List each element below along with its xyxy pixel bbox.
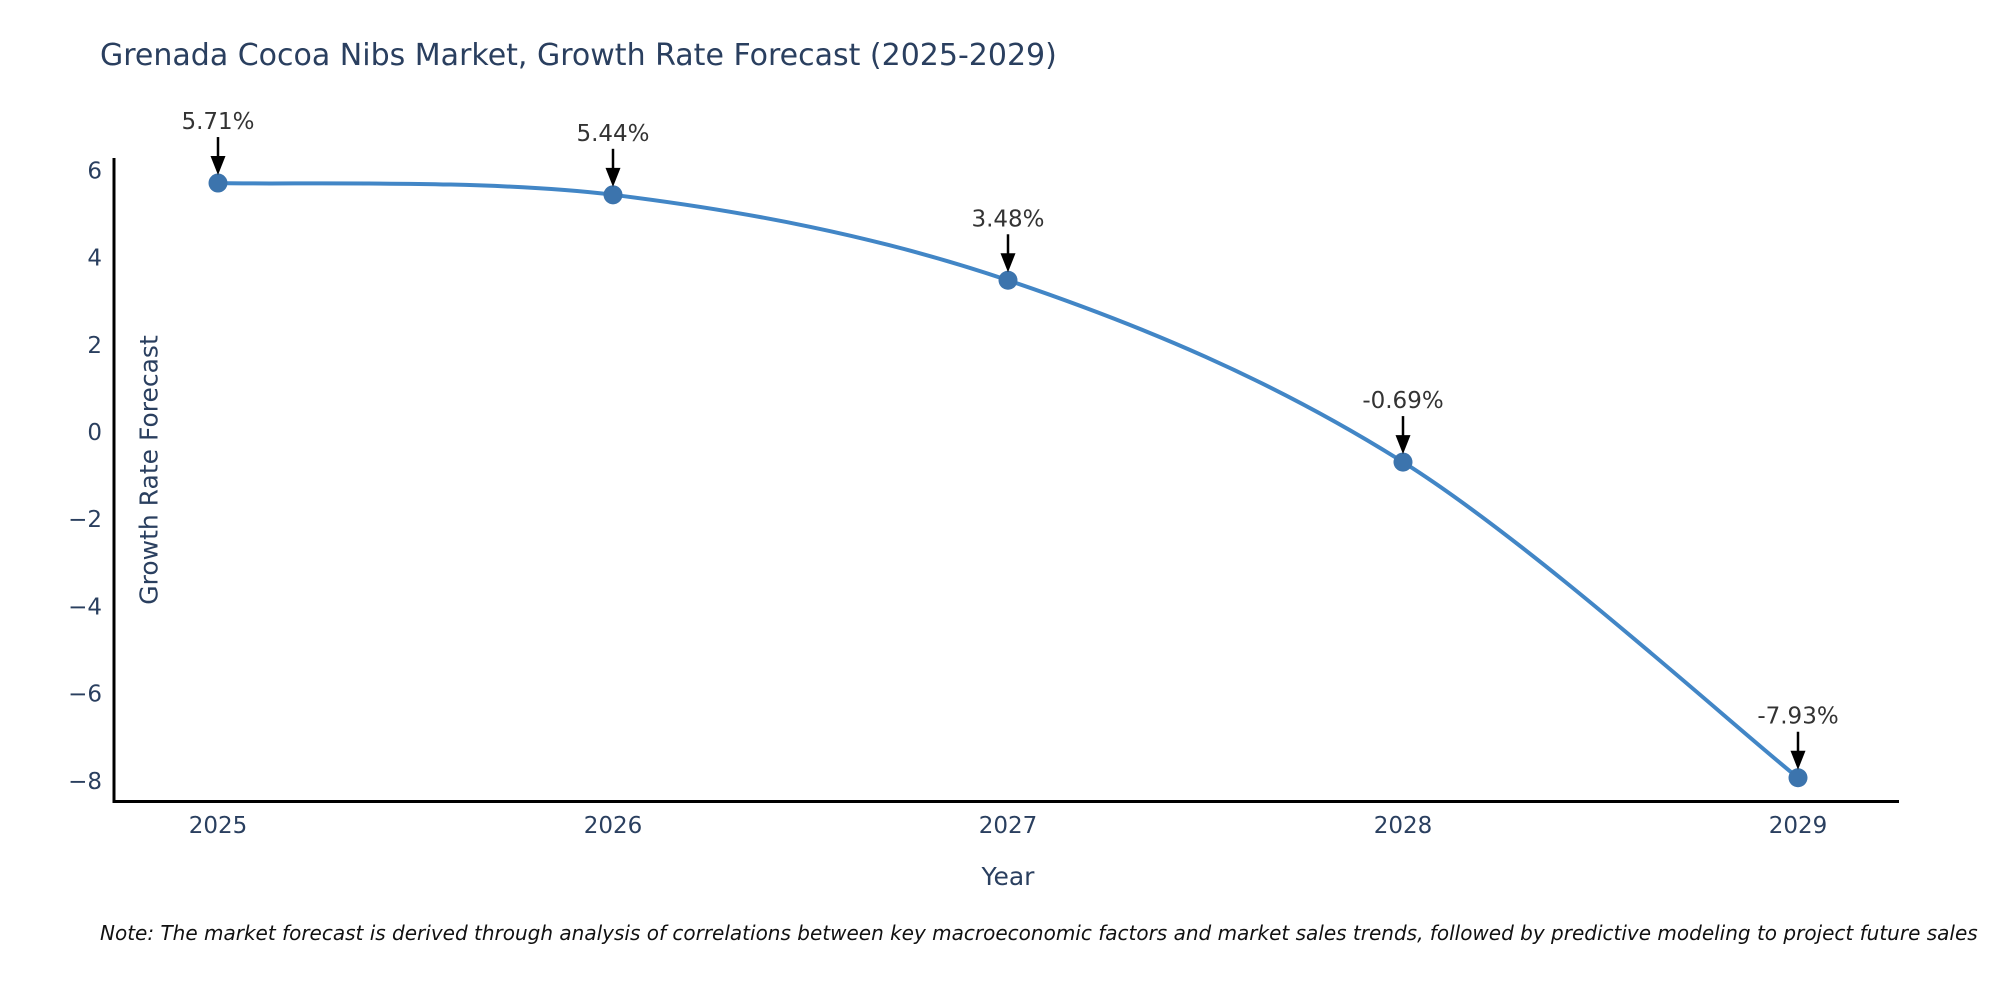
- data-point-label: -0.69%: [1362, 388, 1443, 414]
- annotation-arrowhead: [1395, 435, 1411, 455]
- forecast-line: [216, 181, 1800, 780]
- annotation-arrowhead: [210, 156, 226, 176]
- x-axis-title: Year: [981, 862, 1035, 891]
- annotation-arrowhead: [1000, 253, 1016, 273]
- footnote: Note: The market forecast is derived thr…: [100, 921, 1978, 945]
- data-point: [1788, 768, 1808, 788]
- data-point: [1393, 452, 1413, 472]
- data-point-label: -7.93%: [1757, 704, 1838, 730]
- y-tick-label: 0: [87, 420, 102, 446]
- x-tick-label: 2029: [1769, 813, 1828, 839]
- data-point: [603, 185, 623, 205]
- x-tick-label: 2025: [189, 813, 248, 839]
- chart-title: Grenada Cocoa Nibs Market, Growth Rate F…: [100, 38, 1057, 73]
- x-tick-label: 2027: [979, 813, 1038, 839]
- annotation-arrowhead: [605, 167, 621, 187]
- y-tick-label: 6: [87, 158, 102, 184]
- y-tick-label: −6: [68, 682, 102, 708]
- y-tick-label: −8: [68, 769, 102, 795]
- y-tick-label: −4: [68, 594, 102, 620]
- y-tick-label: 4: [87, 246, 102, 272]
- data-point-label: 5.71%: [181, 109, 254, 135]
- y-tick-label: 2: [87, 333, 102, 359]
- y-tick-label: −2: [68, 507, 102, 533]
- data-point: [208, 173, 228, 193]
- annotation-arrowhead: [1790, 750, 1806, 770]
- data-point-label: 5.44%: [576, 121, 649, 147]
- data-point: [998, 270, 1018, 290]
- x-tick-label: 2026: [584, 813, 643, 839]
- x-tick-label: 2028: [1374, 813, 1433, 839]
- data-point-label: 3.48%: [971, 206, 1044, 232]
